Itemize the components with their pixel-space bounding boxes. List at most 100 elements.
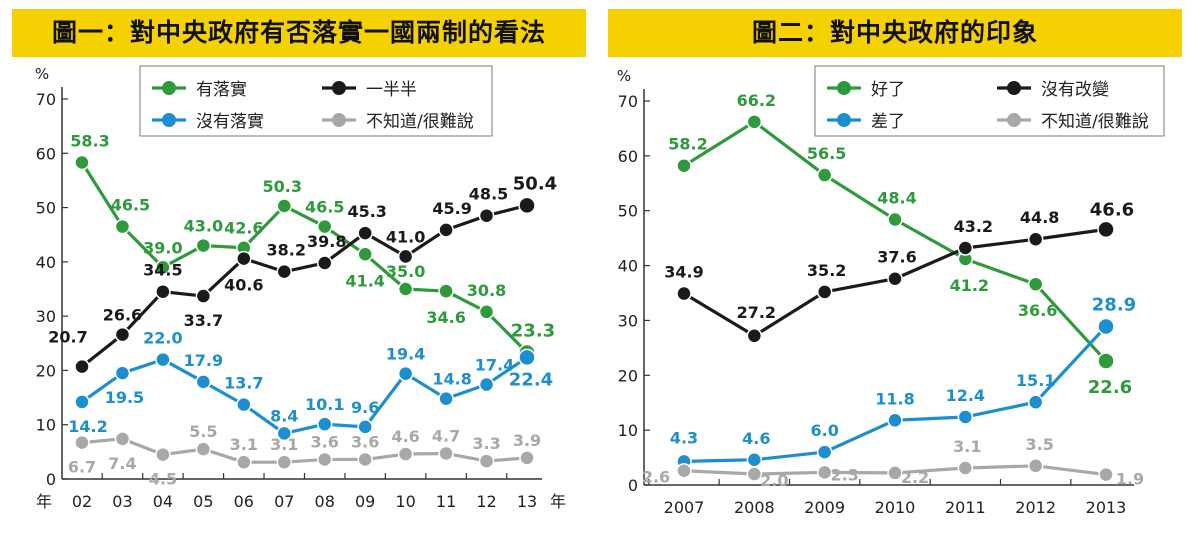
series-0-point (438, 283, 454, 299)
series-3-point (1098, 466, 1114, 483)
x-tick-label: 2010 (875, 498, 916, 517)
chart-2-title-bar: 圖二：對中央政府的印象 (608, 9, 1182, 57)
series-0-data-label: 30.8 (467, 281, 506, 300)
y-axis-unit: % (35, 65, 49, 83)
x-tick-label: 2007 (664, 498, 705, 517)
series-2-point (357, 419, 373, 435)
series-1-point (676, 285, 692, 302)
series-1-data-label: 39.8 (307, 232, 346, 251)
chart-1-plot: 0 10 20 30 40 50 60 70% 02 03 04 05 06 07 08 09 10 11 12 13… (35, 65, 566, 511)
series-2-point (887, 412, 903, 429)
x-tick-label: 02 (72, 492, 92, 511)
series-3-data-label: 3.5 (1025, 435, 1053, 454)
legend-label: 好了 (871, 80, 905, 100)
series-3-point (887, 465, 903, 481)
series-1-point (746, 328, 763, 344)
legend-label: 不知道/很難說 (366, 112, 474, 132)
x-tick-label: 11 (436, 492, 456, 511)
series-3-data-label: 3.1 (270, 435, 298, 454)
x-tick-label: 2009 (804, 498, 845, 517)
series-0-data-label: 46.5 (111, 196, 150, 215)
series-3-data-label: 1.9 (1116, 470, 1144, 489)
series-0-data-label: 58.3 (70, 132, 109, 151)
series-2-data-label: 4.3 (670, 428, 698, 447)
x-tick-label: 2008 (734, 498, 775, 517)
series-3-data-label: 7.4 (108, 454, 136, 473)
series-1-data-label: 27.2 (737, 303, 776, 322)
series-3-data-label: 3.1 (230, 435, 258, 454)
series-3-point (478, 453, 495, 469)
series-2-point (195, 374, 212, 390)
series-2-data-label: 13.7 (224, 374, 263, 393)
series-0-data-label: 41.2 (950, 276, 989, 295)
series-3-point (746, 466, 763, 482)
series-0-data-label: 35.0 (386, 262, 425, 281)
series-2-data-label: 14.2 (68, 417, 107, 436)
series-3-point (1027, 458, 1044, 474)
series-3-data-label: 3.6 (311, 432, 339, 451)
series-3-point (357, 451, 373, 468)
series-2-point (957, 409, 974, 425)
series-1-data-label: 43.2 (954, 217, 993, 236)
series-0-data-label: 58.2 (668, 135, 707, 154)
series-1-data-label: 45.3 (347, 202, 386, 221)
chart-panel-2: 圖二：對中央政府的印象 0 10 20 30 40 50 60 70% 2007 2008 2009… (600, 0, 1192, 540)
series-0-data-label: 36.6 (1018, 301, 1057, 320)
series-2-point (1027, 394, 1044, 410)
series-0-point (316, 218, 333, 235)
series-2-data-label: 14.8 (432, 370, 471, 389)
chart-panel-1: 圖一：對中央政府有否落實一國兩制的看法 0 10 20 30 40 50 60 70% 02 03… (0, 0, 592, 540)
series-3-data-label: 3.1 (953, 437, 981, 456)
series-2-data-label: 12.4 (946, 386, 985, 405)
series-3-point (74, 434, 90, 451)
legend-swatch-marker (1007, 113, 1021, 127)
series-2-data-label: 11.8 (875, 389, 914, 408)
series-2-point (316, 416, 333, 432)
series-0-data-label: 39.0 (143, 238, 182, 257)
series-2-data-label: 4.6 (742, 429, 770, 448)
x-axis-unit-left: 年 (36, 492, 52, 511)
chart-1-title: 圖一：對中央政府有否落實一國兩制的看法 (51, 18, 546, 47)
series-2-point (478, 376, 495, 393)
x-tick-label: 08 (315, 492, 335, 511)
series-0-data-label: 48.4 (877, 188, 916, 207)
series-0-point (357, 246, 373, 263)
x-tick-label: 05 (193, 492, 213, 511)
series-3-data-label: 2.0 (760, 471, 788, 490)
series-0-data-label: 34.6 (426, 308, 465, 327)
series-2-data-label: 19.4 (386, 345, 425, 364)
y-tick-label: 30 (36, 307, 56, 326)
legend-label: 沒有改變 (1041, 80, 1109, 100)
series-3-point (397, 446, 414, 462)
y-tick-label: 60 (36, 144, 56, 163)
series-0-point (746, 114, 763, 130)
series-0-point (276, 198, 293, 214)
series-2-data-label: 22.4 (509, 369, 553, 390)
y-tick-label: 10 (36, 416, 56, 435)
series-1-data-label: 45.9 (432, 199, 471, 218)
y-tick-label: 50 (36, 199, 56, 218)
series-3-point (114, 431, 131, 447)
series-3-data-label: 3.3 (472, 434, 500, 453)
series-1-point (957, 240, 974, 256)
legend-swatch-marker (162, 113, 176, 127)
series-2-data-label: 22.0 (143, 329, 182, 348)
series-1-point (816, 284, 833, 300)
series-0-point (676, 157, 692, 174)
series-3-point (438, 445, 454, 462)
series-3-data-label: 5.5 (189, 422, 217, 441)
series-3-data-label: 3.6 (351, 432, 379, 451)
x-tick-label: 04 (153, 492, 173, 511)
chart-2-plot: 0 10 20 30 40 50 60 70% 2007 2008 2009 2010 2011 2012… (617, 65, 1165, 517)
series-0-data-label: 66.2 (737, 91, 776, 110)
y-tick-label: 70 (36, 90, 56, 109)
y-tick-label: 40 (36, 253, 56, 272)
series-0-point (114, 218, 131, 235)
legend-label: 沒有落實 (196, 112, 264, 132)
series-3-data-label: 3.9 (513, 431, 541, 450)
y-tick-label: 20 (618, 366, 638, 385)
series-3-data-label: 2.6 (642, 468, 670, 487)
x-tick-label: 07 (274, 492, 294, 511)
series-0-point (478, 304, 495, 320)
series-2-data-label: 28.9 (1092, 294, 1136, 315)
